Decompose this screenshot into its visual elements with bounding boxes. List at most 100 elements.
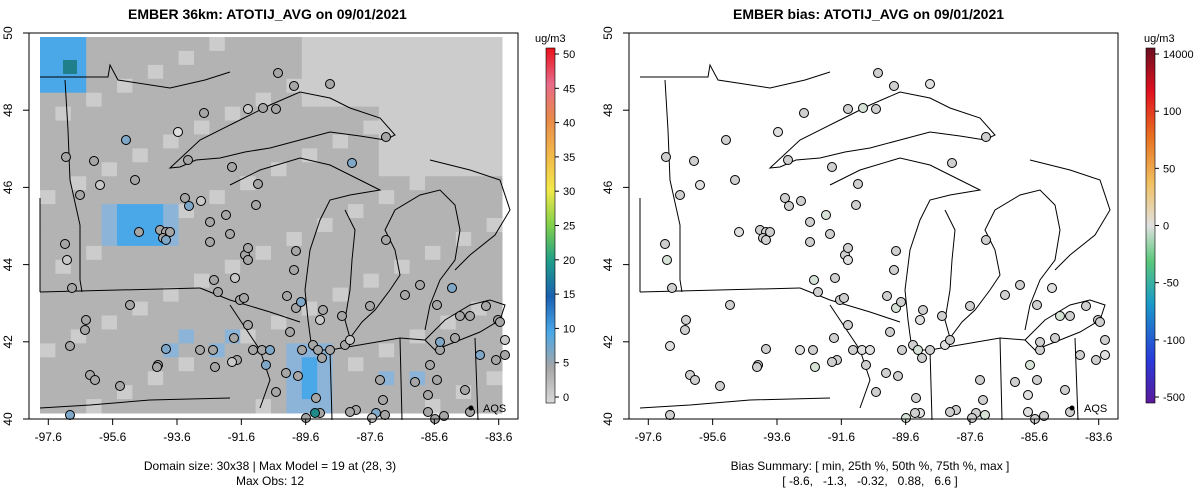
boundary-line — [39, 287, 201, 293]
grid-cell — [471, 64, 488, 80]
station-marker — [455, 311, 465, 321]
grid-cell — [271, 231, 287, 247]
grid-cell — [332, 148, 349, 163]
right-caption-line2: [ -8.6, -1.3, -0.32, 0.88, 6.6 ] — [782, 474, 958, 488]
grid-cell — [40, 176, 56, 191]
station-marker — [209, 275, 219, 285]
station-marker — [947, 158, 957, 168]
grid-cell — [101, 231, 118, 247]
grid-cell — [163, 329, 180, 344]
station-marker — [243, 104, 253, 114]
grid-cell — [178, 106, 195, 122]
grid-cell — [455, 50, 472, 66]
grid-cell — [409, 190, 426, 205]
colorbar-tick-label: 25 — [563, 221, 575, 233]
grid-cell — [255, 78, 272, 94]
grid-cell — [101, 204, 118, 219]
grid-cell — [194, 148, 210, 163]
grid-cell — [486, 148, 503, 163]
station-marker — [152, 362, 162, 372]
grid-cell — [348, 106, 364, 122]
station-marker — [258, 103, 268, 113]
grid-cell — [194, 92, 210, 108]
grid-cell — [255, 190, 272, 205]
grid-cell — [394, 218, 411, 233]
grid-cell — [348, 231, 364, 247]
station-marker — [827, 162, 837, 172]
grid-cell — [255, 64, 272, 80]
right-caption-line1: Bias Summary: [ min, 25th %, 50th %, 75t… — [730, 459, 1010, 473]
station-marker — [208, 345, 218, 355]
grid-cell — [101, 259, 118, 275]
grid-cell — [301, 259, 318, 275]
colorbar-tick-label: -50 — [1163, 278, 1179, 290]
grid-cell — [209, 64, 226, 80]
grid-cell — [240, 218, 257, 233]
grid-cell — [224, 371, 241, 386]
grid-cell — [378, 106, 395, 122]
station-marker — [271, 104, 281, 114]
grid-cell — [348, 218, 364, 233]
grid-cell — [363, 245, 380, 261]
grid-cell — [378, 162, 395, 177]
grid-cell — [394, 92, 411, 108]
grid-cell — [240, 385, 257, 400]
grid-cell — [224, 245, 241, 261]
grid-cell — [317, 120, 334, 135]
station-marker — [248, 345, 258, 355]
station-marker — [1015, 280, 1025, 290]
grid-cell — [409, 64, 426, 80]
grid-cell — [332, 134, 349, 149]
grid-cell — [317, 287, 334, 303]
colorbar-tick-label: 45 — [563, 83, 575, 95]
grid-cell — [317, 273, 334, 289]
station-marker — [439, 411, 449, 421]
grid-cell — [286, 231, 303, 247]
x-tick-label: -93.6 — [163, 430, 191, 444]
grid-cell — [348, 92, 364, 108]
grid-cell — [117, 329, 133, 344]
grid-cell — [394, 50, 411, 66]
grid-cell — [348, 301, 364, 317]
grid-cell — [363, 37, 380, 52]
grid-cell — [409, 385, 426, 400]
grid-cell — [301, 218, 318, 233]
grid-cell — [101, 385, 118, 400]
grid-cell — [394, 120, 411, 135]
grid-cell — [332, 371, 349, 386]
station-marker — [1025, 360, 1035, 370]
grid-cell — [209, 315, 226, 330]
grid-cell — [132, 50, 149, 66]
boundary-line — [229, 157, 382, 351]
grid-cell — [471, 78, 488, 94]
grid-cell — [132, 343, 149, 358]
grid-cell — [86, 357, 103, 372]
grid-cell — [486, 78, 503, 94]
station-marker — [1065, 311, 1075, 321]
grid-cell — [471, 329, 488, 344]
grid-cell — [425, 50, 441, 66]
grid-cell — [455, 287, 472, 303]
station-marker — [893, 371, 903, 381]
x-tick-label: -85.6 — [421, 430, 449, 444]
grid-cell — [132, 357, 149, 372]
grid-cell — [317, 50, 334, 66]
grid-cell — [332, 259, 349, 275]
grid-cell — [409, 357, 426, 372]
grid-cell — [301, 301, 318, 317]
station-marker — [311, 393, 321, 403]
grid-cell — [409, 176, 426, 191]
station-marker — [915, 315, 925, 325]
grid-cell — [425, 231, 441, 247]
grid-cell — [394, 315, 411, 330]
grid-cell — [194, 329, 210, 344]
grid-cell — [224, 120, 241, 135]
grid-cell — [194, 399, 210, 414]
colorbar-tick-label: 14000 — [1163, 49, 1194, 61]
grid-cell — [348, 50, 364, 66]
station-marker — [89, 156, 99, 166]
grid-cell — [317, 371, 334, 386]
grid-cell — [132, 64, 149, 80]
grid-cell — [317, 190, 334, 205]
station-marker — [381, 235, 391, 245]
